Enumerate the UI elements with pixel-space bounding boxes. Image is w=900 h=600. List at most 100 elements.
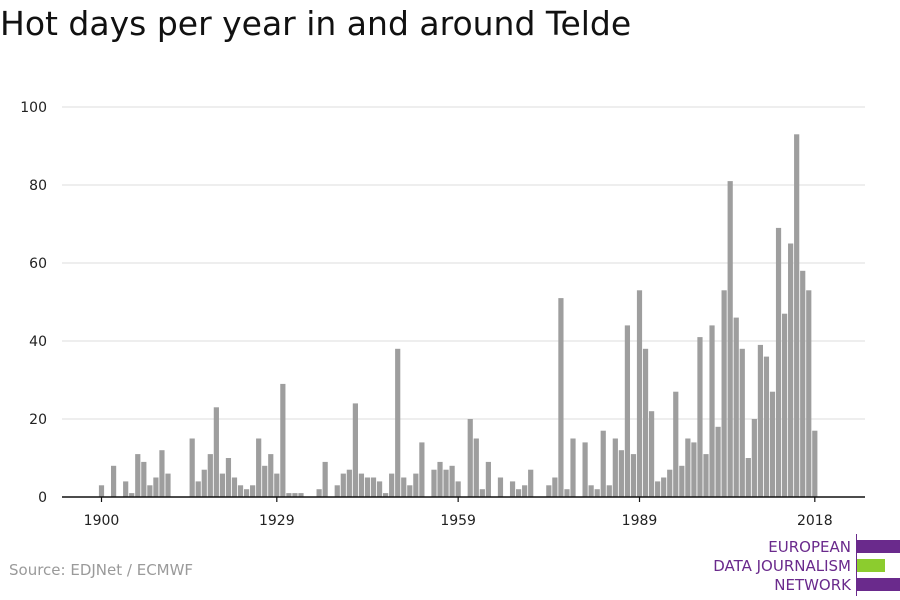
y-tick-label-0: 0 xyxy=(38,490,47,506)
bar-2003 xyxy=(721,290,727,497)
bar-1995 xyxy=(673,391,679,497)
bar-1950 xyxy=(401,477,407,497)
bar-1945 xyxy=(370,477,377,497)
bar-1986 xyxy=(618,450,624,497)
bar-1978 xyxy=(570,438,576,497)
bar-1928 xyxy=(268,454,274,497)
bar-1902 xyxy=(110,465,117,497)
bar-1955 xyxy=(431,469,437,497)
x-tick-label-1959: 1959 xyxy=(440,513,476,529)
bar-1952 xyxy=(413,473,419,497)
bar-1905 xyxy=(129,493,135,497)
bar-1992 xyxy=(655,481,661,497)
bar-1974 xyxy=(546,485,552,497)
bar-1949 xyxy=(395,348,401,497)
bar-2006 xyxy=(739,348,745,497)
bar-2007 xyxy=(745,458,751,497)
bar-1969 xyxy=(516,489,522,497)
bar-1924 xyxy=(243,489,250,497)
bar-1997 xyxy=(685,438,691,497)
bar-2010 xyxy=(763,356,770,497)
bar-1911 xyxy=(165,473,171,497)
bar-2012 xyxy=(775,227,782,497)
logo-line-european: EUROPEAN xyxy=(768,538,851,556)
bar-1908 xyxy=(147,485,153,497)
bar-1939 xyxy=(334,485,340,497)
bar-2009 xyxy=(757,344,763,497)
bar-1975 xyxy=(552,477,558,497)
bar-1933 xyxy=(298,493,304,497)
bar-1971 xyxy=(528,469,534,497)
bar-1994 xyxy=(667,469,673,497)
bar-1957 xyxy=(443,469,449,497)
bar-1937 xyxy=(322,461,328,497)
y-axis-ticks: 0 20 40 60 80 100 xyxy=(20,100,47,506)
bar-1936 xyxy=(316,489,322,497)
logo-stripe-green xyxy=(857,559,885,572)
bar-1963 xyxy=(479,489,485,497)
bar-1941 xyxy=(346,469,352,497)
y-tick-label-60: 60 xyxy=(29,256,47,272)
bar-1919 xyxy=(213,407,219,497)
bar-1953 xyxy=(419,442,425,497)
bar-2016 xyxy=(800,270,806,497)
bar-1917 xyxy=(201,469,207,497)
bar-1987 xyxy=(624,325,631,497)
bar-1959 xyxy=(455,481,461,497)
bar-2017 xyxy=(806,290,812,497)
bar-1982 xyxy=(594,489,600,497)
bar-1980 xyxy=(582,442,588,497)
bar-1970 xyxy=(522,485,528,497)
bar-1947 xyxy=(383,493,389,497)
bar-1999 xyxy=(697,337,703,497)
bar-1929 xyxy=(274,473,280,497)
bar-1946 xyxy=(376,481,383,497)
bar-2013 xyxy=(781,313,788,497)
bar-1985 xyxy=(612,438,618,497)
bar-1966 xyxy=(497,477,504,497)
logo-stripe-purple-top xyxy=(857,540,900,553)
logo-line-network: NETWORK xyxy=(774,576,851,594)
y-tick-label-20: 20 xyxy=(29,412,47,428)
bar-1930 xyxy=(280,383,286,497)
bar-1944 xyxy=(364,477,371,497)
bar-1983 xyxy=(600,430,606,497)
source-note: Source: EDJNet / ECMWF xyxy=(9,561,194,579)
bar-1909 xyxy=(153,477,159,497)
bars xyxy=(98,134,818,498)
bar-2000 xyxy=(703,454,709,497)
bar-1940 xyxy=(340,473,346,497)
bar-1904 xyxy=(123,481,129,497)
bar-1991 xyxy=(649,411,655,497)
bar-1962 xyxy=(473,438,479,497)
bar-1906 xyxy=(135,454,141,497)
bar-1900 xyxy=(98,485,105,497)
bar-1961 xyxy=(467,419,473,497)
bar-1907 xyxy=(141,461,147,497)
bar-1958 xyxy=(449,465,455,497)
bar-1926 xyxy=(256,438,262,497)
bar-2004 xyxy=(727,181,733,497)
bar-1998 xyxy=(691,442,697,497)
x-tick-label-1929: 1929 xyxy=(259,513,295,529)
bar-1948 xyxy=(389,473,395,497)
bar-1990 xyxy=(642,348,649,497)
bar-2002 xyxy=(715,426,721,497)
bar-2014 xyxy=(788,243,794,497)
bar-1915 xyxy=(189,438,195,497)
bar-1989 xyxy=(636,290,643,497)
bar-1925 xyxy=(250,485,256,497)
bar-1964 xyxy=(485,461,491,497)
bar-1976 xyxy=(558,298,564,497)
bar-1956 xyxy=(437,461,443,497)
bar-1984 xyxy=(606,485,612,497)
bar-2011 xyxy=(769,391,776,497)
chart-title: Hot days per year in and around Telde xyxy=(0,4,632,43)
bar-1988 xyxy=(630,454,637,497)
bar-1943 xyxy=(358,473,365,497)
bar-1996 xyxy=(679,465,685,497)
bar-2005 xyxy=(733,317,739,497)
edjnet-logo: EUROPEAN DATA JOURNALISM NETWORK xyxy=(705,534,900,596)
bar-1968 xyxy=(509,481,516,497)
